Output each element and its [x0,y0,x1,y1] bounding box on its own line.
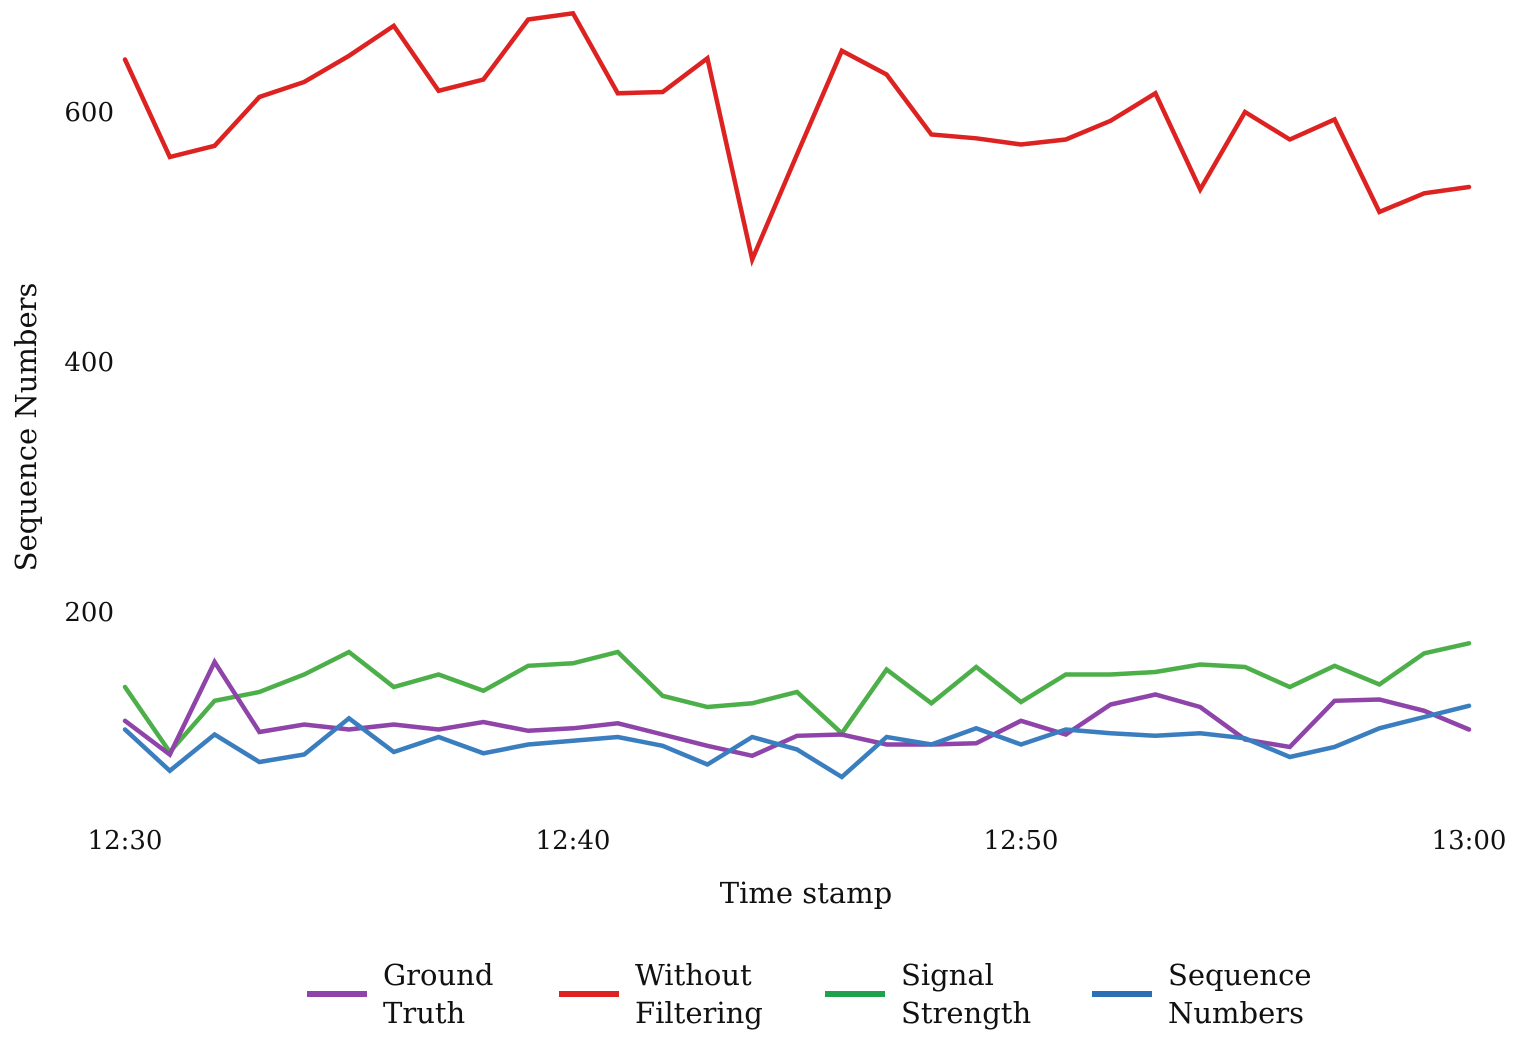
legend-label: Numbers [1168,996,1304,1030]
legend-item: Signal Strength [825,958,1031,1030]
series-line-without-filtering [122,10,1472,267]
legend-label: Ground [383,958,493,992]
legend-item: Ground Truth [307,958,493,1030]
y-tick-label: 200 [64,598,114,628]
legend-item: Without Filtering [559,958,763,1030]
y-tick-label: 400 [64,348,114,378]
legend-label: Strength [901,996,1031,1030]
x-axis-title: Time stamp [720,876,892,910]
legend-item: Sequence Numbers [1092,958,1312,1030]
legend-label: Filtering [635,996,763,1030]
y-axis-title: Sequence Numbers [9,283,43,572]
x-tick-label: 12:50 [984,826,1059,856]
series-line-sequence-numbers [122,703,1472,780]
series-line-signal-strength [122,641,1472,756]
legend-label: Without [635,958,752,992]
x-tick-label: 13:00 [1432,826,1507,856]
legend: Ground Truth Without Filtering Signal Strengt… [307,958,1312,1030]
x-tick-label: 12:30 [88,826,163,856]
legend-label: Signal [901,958,994,992]
series-lines [122,10,1472,780]
legend-label: Sequence [1168,958,1312,992]
x-tick-label: 12:40 [536,826,611,856]
x-axis-ticks: 12:30 12:40 12:50 13:00 [88,826,1507,856]
y-axis-ticks: 200 400 600 [64,98,114,628]
y-tick-label: 600 [64,98,114,128]
legend-label: Truth [383,996,465,1030]
